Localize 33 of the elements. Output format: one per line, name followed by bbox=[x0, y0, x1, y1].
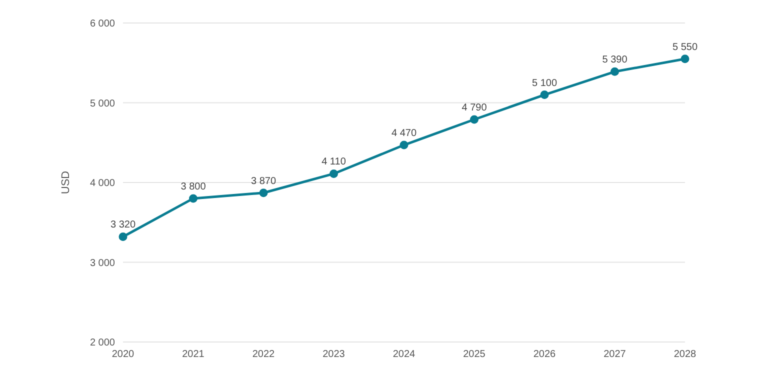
x-tick-label: 2028 bbox=[674, 349, 697, 360]
x-tick-label: 2022 bbox=[252, 349, 276, 360]
data-label: 3 800 bbox=[180, 181, 206, 192]
x-tick-label: 2024 bbox=[392, 349, 416, 360]
y-tick-label: 3 000 bbox=[90, 258, 116, 269]
x-tick-label: 2020 bbox=[112, 349, 135, 360]
data-label: 4 110 bbox=[322, 156, 346, 168]
x-tick-label: 2021 bbox=[182, 349, 205, 360]
point bbox=[330, 169, 338, 178]
point bbox=[400, 140, 408, 150]
data-label: 4 790 bbox=[462, 102, 488, 114]
x-tick-label: 2025 bbox=[463, 349, 486, 360]
point bbox=[680, 54, 690, 64]
x-tick-label: 2026 bbox=[533, 349, 556, 360]
data-label: 5 100 bbox=[532, 78, 558, 89]
y-axis-title: USD bbox=[60, 170, 72, 194]
y-tick-label: 2 000 bbox=[90, 338, 116, 349]
y-tick-label: 4 000 bbox=[90, 178, 116, 190]
point bbox=[189, 194, 198, 203]
data-label: 3 320 bbox=[110, 220, 136, 231]
y-tick-label: 5 000 bbox=[90, 98, 116, 110]
x-tick-label: 2027 bbox=[604, 349, 626, 360]
point bbox=[118, 232, 128, 241]
data-label: 3 870 bbox=[250, 176, 276, 187]
point bbox=[470, 115, 478, 124]
data-label: 5 390 bbox=[602, 54, 628, 66]
point bbox=[610, 67, 619, 76]
point bbox=[259, 188, 268, 198]
point bbox=[540, 90, 549, 100]
x-tick-label: 2023 bbox=[322, 349, 346, 360]
data-label: 4 470 bbox=[391, 128, 417, 140]
data-label: 5 550 bbox=[672, 42, 698, 53]
y-tick-label: 6 000 bbox=[90, 18, 116, 30]
